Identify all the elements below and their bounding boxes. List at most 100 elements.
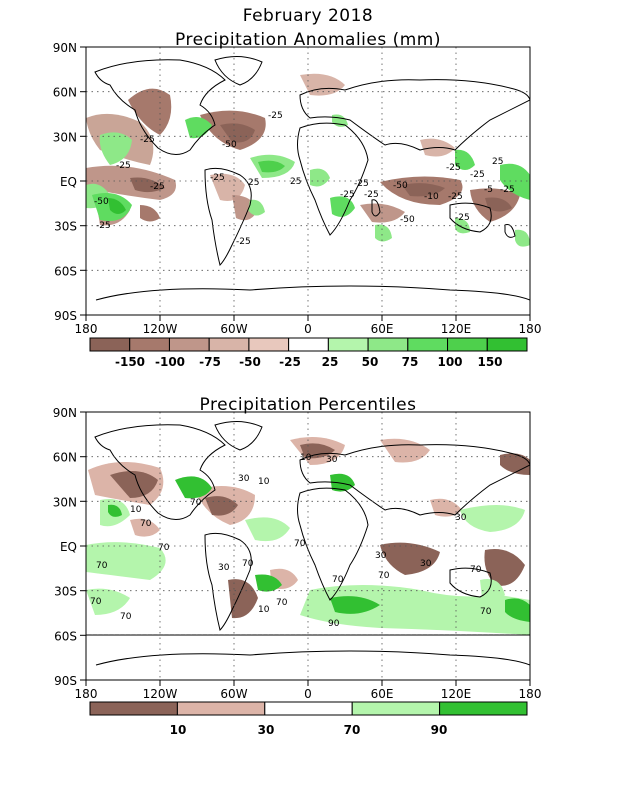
contour-label: 90 bbox=[328, 619, 340, 629]
lat-label: 30S bbox=[54, 220, 77, 234]
colorbar-label: 30 bbox=[258, 723, 275, 737]
colorbar-label: -75 bbox=[199, 355, 221, 369]
lat-label: 90N bbox=[53, 41, 77, 55]
contour-label: 70 bbox=[120, 612, 132, 622]
contour-label: 10 bbox=[300, 453, 312, 463]
contour-label: -10 bbox=[424, 192, 439, 202]
lon-label: 60E bbox=[371, 687, 394, 701]
lon-label: 180 bbox=[75, 687, 98, 701]
contour-label: -25 bbox=[96, 221, 111, 231]
colorbar-label: -150 bbox=[115, 355, 145, 369]
colorbar-label: 75 bbox=[402, 355, 419, 369]
colorbar-swatch bbox=[176, 701, 266, 716]
percentile-panel-title: Precipitation Percentiles bbox=[200, 395, 417, 415]
contour-label: -25 bbox=[446, 163, 461, 173]
colorbar-swatch bbox=[447, 337, 488, 352]
contour-label: 30 bbox=[375, 551, 387, 561]
lon-label: 180 bbox=[519, 322, 542, 336]
anomaly-panel: Precipitation Anomalies (mm) bbox=[53, 30, 542, 369]
contour-label: 70 bbox=[140, 519, 152, 529]
anomaly-panel-title: Precipitation Anomalies (mm) bbox=[175, 30, 441, 50]
contour-label: 70 bbox=[242, 559, 254, 569]
colorbar-label: 50 bbox=[362, 355, 379, 369]
lon-label: 60W bbox=[220, 322, 247, 336]
lat-label: 90S bbox=[54, 309, 77, 323]
colorbar-swatch bbox=[89, 701, 178, 716]
coastlines bbox=[94, 56, 530, 301]
colorbar-swatch bbox=[89, 337, 131, 352]
colorbar-swatch bbox=[351, 701, 441, 716]
contour-label: 70 bbox=[480, 607, 492, 617]
contour-label: 25 bbox=[492, 157, 503, 167]
anomaly-colorbar bbox=[89, 337, 528, 352]
lat-label: EQ bbox=[60, 175, 77, 189]
colorbar-label: -100 bbox=[155, 355, 185, 369]
contour-label: 70 bbox=[294, 539, 306, 549]
colorbar-swatch bbox=[264, 701, 353, 716]
contour-label: 10 bbox=[258, 605, 270, 615]
wet-anomaly-regions bbox=[86, 114, 530, 247]
anomaly-contour-labels: -25 -50 -25 -25 -25 -25 25 25 -25 -25 -5… bbox=[94, 111, 515, 247]
dry-anomaly-regions bbox=[86, 73, 520, 226]
contour-label: -50 bbox=[222, 140, 237, 150]
lon-label: 60W bbox=[220, 687, 247, 701]
contour-label: 10 bbox=[258, 477, 270, 487]
anomaly-tick-marks bbox=[80, 46, 531, 321]
contour-label: -25 bbox=[354, 179, 369, 189]
contour-label: 70 bbox=[470, 565, 482, 575]
lon-label: 120W bbox=[143, 687, 178, 701]
colorbar-swatch bbox=[248, 337, 290, 352]
contour-label: -25 bbox=[140, 135, 155, 145]
contour-label: -50 bbox=[400, 215, 415, 225]
colorbar-label: 25 bbox=[322, 355, 339, 369]
colorbar-swatch bbox=[367, 337, 409, 352]
contour-label: -5 bbox=[484, 185, 493, 195]
percentile-contour-labels: 10 30 10 30 30 70 10 70 70 70 70 30 70 7… bbox=[90, 453, 492, 629]
graticule bbox=[86, 47, 530, 315]
colorbar-label: 100 bbox=[437, 355, 462, 369]
anomaly-lat-labels: 90N 60N 30N EQ 30S 60S 90S bbox=[53, 41, 77, 323]
contour-label: -25 bbox=[210, 173, 225, 183]
contour-label: 10 bbox=[130, 505, 142, 515]
lon-label: 60E bbox=[371, 322, 394, 336]
lon-label: 120W bbox=[143, 322, 178, 336]
lat-label: 90N bbox=[53, 406, 77, 420]
graticule bbox=[86, 412, 530, 680]
lat-label: 60S bbox=[54, 629, 77, 643]
contour-label: -25 bbox=[150, 182, 165, 192]
contour-label: -25 bbox=[268, 111, 283, 121]
colorbar-label: -25 bbox=[279, 355, 301, 369]
anomaly-lon-labels: 180 120W 60W 0 60E 120E 180 bbox=[75, 322, 542, 336]
lat-label: 90S bbox=[54, 674, 77, 688]
contour-label: -25 bbox=[448, 192, 463, 202]
colorbar-label: 10 bbox=[170, 723, 187, 737]
percentile-panel: Precipitation Percentiles bbox=[53, 395, 542, 737]
contour-label: 25 bbox=[248, 178, 259, 188]
colorbar-swatch bbox=[486, 337, 528, 352]
percentile-lat-labels: 90N 60N 30N EQ 30S 60S 90S bbox=[53, 406, 77, 688]
lat-label: 30S bbox=[54, 585, 77, 599]
lat-label: 60N bbox=[53, 451, 77, 465]
contour-label: -25 bbox=[236, 237, 251, 247]
contour-label: -50 bbox=[393, 181, 408, 191]
lon-label: 120E bbox=[441, 687, 472, 701]
contour-label: -25 bbox=[364, 190, 379, 200]
contour-label: 30 bbox=[238, 474, 250, 484]
colorbar-label: 90 bbox=[431, 723, 448, 737]
percentile-tick-marks bbox=[80, 411, 531, 686]
contour-label: 70 bbox=[332, 575, 344, 585]
lat-label: EQ bbox=[60, 540, 77, 554]
lon-label: 0 bbox=[304, 687, 312, 701]
lat-label: 30N bbox=[53, 495, 77, 509]
contour-label: 30 bbox=[420, 559, 432, 569]
contour-label: -25 bbox=[455, 213, 470, 223]
colorbar-label: 150 bbox=[477, 355, 502, 369]
anomaly-colorbar-labels: -150 -100 -75 -50 -25 25 50 75 100 150 bbox=[115, 355, 503, 369]
figure-title: February 2018 bbox=[243, 6, 374, 26]
contour-label: 70 bbox=[90, 597, 102, 607]
contour-label: 70 bbox=[158, 543, 170, 553]
contour-label: 70 bbox=[378, 571, 390, 581]
contour-label: -25 bbox=[340, 190, 355, 200]
percentile-colorbar bbox=[89, 701, 528, 716]
